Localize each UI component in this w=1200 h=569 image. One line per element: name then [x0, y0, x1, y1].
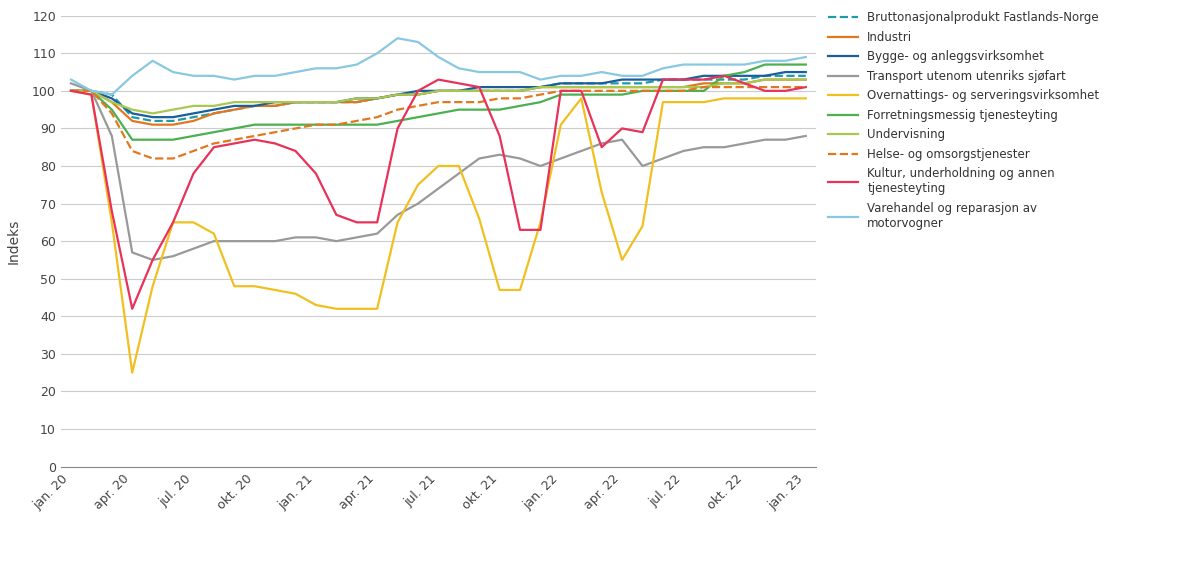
Y-axis label: Indeks: Indeks [7, 218, 20, 264]
Legend: Bruttonasjonalprodukt Fastlands-Norge, Industri, Bygge- og anleggsvirksomhet, Tr: Bruttonasjonalprodukt Fastlands-Norge, I… [823, 7, 1104, 234]
